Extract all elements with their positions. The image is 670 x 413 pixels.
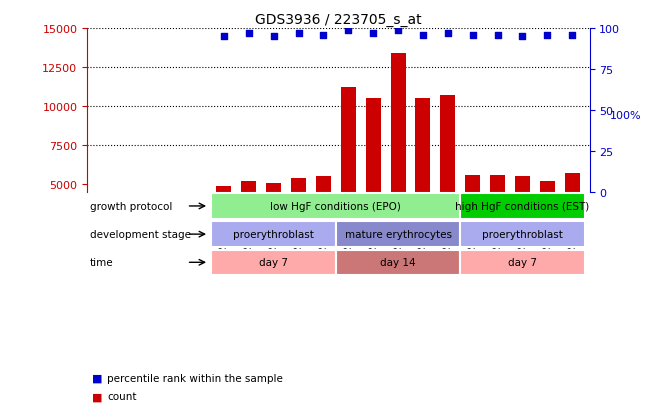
Text: proerythroblast: proerythroblast: [233, 230, 314, 240]
Bar: [241, 181, 256, 263]
Bar: [415, 99, 430, 263]
Title: GDS3936 / 223705_s_at: GDS3936 / 223705_s_at: [255, 12, 421, 26]
Text: mature erythrocytes: mature erythrocytes: [344, 230, 452, 240]
Text: count: count: [107, 392, 137, 401]
Text: day 7: day 7: [259, 258, 288, 268]
Bar: [465, 175, 480, 263]
Text: time: time: [90, 258, 113, 268]
Point: [368, 31, 379, 37]
Bar: [291, 178, 306, 263]
Bar: [540, 181, 555, 263]
Point: [467, 32, 478, 39]
Text: day 14: day 14: [381, 258, 416, 268]
FancyBboxPatch shape: [336, 250, 460, 275]
Point: [567, 32, 578, 39]
Point: [318, 32, 329, 39]
Bar: [515, 177, 530, 263]
Point: [343, 27, 354, 34]
Text: ■: ■: [92, 392, 103, 401]
FancyBboxPatch shape: [460, 194, 585, 219]
FancyBboxPatch shape: [460, 222, 585, 247]
Point: [268, 34, 279, 40]
Point: [243, 31, 254, 37]
Text: percentile rank within the sample: percentile rank within the sample: [107, 373, 283, 383]
Bar: [391, 54, 405, 263]
Bar: [490, 175, 505, 263]
Point: [293, 31, 304, 37]
Text: growth protocol: growth protocol: [90, 202, 172, 211]
Bar: [266, 184, 281, 263]
Point: [492, 32, 503, 39]
Text: development stage: development stage: [90, 230, 190, 240]
Bar: [565, 174, 580, 263]
Text: day 7: day 7: [508, 258, 537, 268]
Point: [218, 34, 229, 40]
Point: [393, 27, 403, 34]
Text: high HgF conditions (EST): high HgF conditions (EST): [456, 202, 590, 211]
Y-axis label: 100%: 100%: [610, 111, 642, 121]
Text: proerythroblast: proerythroblast: [482, 230, 563, 240]
Point: [542, 32, 553, 39]
Bar: [216, 186, 231, 263]
FancyBboxPatch shape: [460, 250, 585, 275]
Bar: [366, 99, 381, 263]
Bar: [341, 88, 356, 263]
Bar: [316, 177, 331, 263]
FancyBboxPatch shape: [212, 222, 336, 247]
Point: [417, 32, 428, 39]
FancyBboxPatch shape: [212, 194, 460, 219]
Text: ■: ■: [92, 373, 103, 383]
Bar: [440, 96, 456, 263]
Text: low HgF conditions (EPO): low HgF conditions (EPO): [271, 202, 401, 211]
Point: [442, 31, 453, 37]
Point: [517, 34, 528, 40]
FancyBboxPatch shape: [336, 222, 460, 247]
FancyBboxPatch shape: [212, 250, 336, 275]
